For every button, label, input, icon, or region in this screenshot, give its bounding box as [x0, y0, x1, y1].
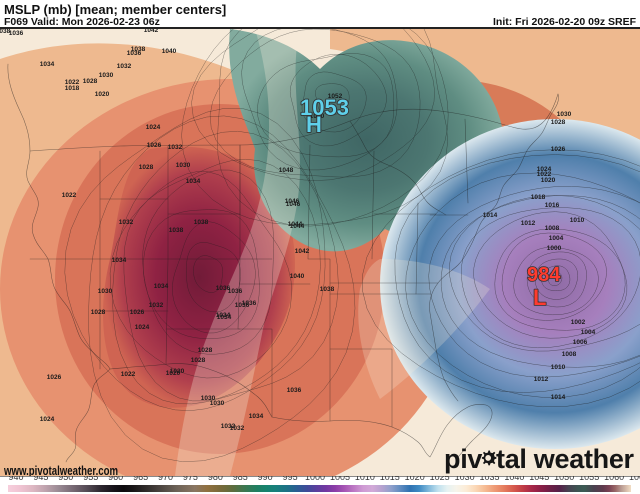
- svg-text:984: 984: [527, 264, 561, 286]
- svg-text:tal weather: tal weather: [496, 444, 635, 474]
- svg-text:piv: piv: [444, 444, 482, 474]
- svg-text:H: H: [306, 112, 322, 137]
- svg-text:L: L: [533, 285, 546, 310]
